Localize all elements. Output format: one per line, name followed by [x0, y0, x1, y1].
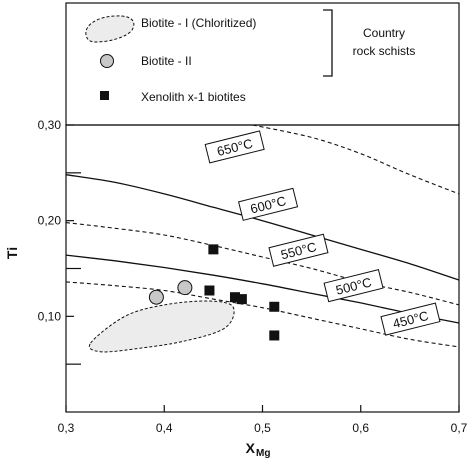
isotherms — [65, 124, 460, 348]
legend: Biotite - I (Chloritized) Biotite - II X… — [65, 2, 460, 126]
x-tick-label-3: 0,6 — [352, 421, 369, 435]
isotherm-label-650c: 650°C — [204, 130, 265, 164]
x-axis-title-subscript: Mg — [256, 448, 270, 459]
isotherm-label-500c: 500°C — [323, 269, 384, 303]
xenolith-point-3 — [236, 294, 247, 305]
x-tick-label-1: 0,4 — [156, 421, 173, 435]
biotite-I-field — [88, 300, 235, 353]
xenolith-point-1 — [204, 285, 215, 296]
x-tick-label-4: 0,7 — [451, 421, 468, 435]
legend-label-xenolith: Xenolith x-1 biotites — [141, 90, 246, 104]
isotherm-label-box-450c — [380, 302, 441, 336]
legend-label-biotite-II: Biotite - II — [141, 54, 192, 68]
isotherm-500c — [65, 254, 460, 324]
biotite-II-point-0 — [148, 289, 164, 305]
y-tick-label-1: 0,20 — [38, 214, 62, 228]
axis-ticks: 0,3 0,4 0,5 0,6 0,7 0,10 0,20 0,30 — [38, 118, 468, 435]
y-axis-title: Ti — [4, 247, 20, 259]
x-axis-title: X — [246, 440, 256, 456]
plot-area: 0,3 0,4 0,5 0,6 0,7 0,10 0,20 0,30 650°C 600°C 55… — [38, 118, 468, 435]
legend-biotite-II-marker — [100, 54, 114, 68]
isotherm-550c — [65, 222, 460, 306]
x-tick-label-0: 0,3 — [58, 421, 75, 435]
data-points — [148, 244, 280, 341]
legend-xenolith-marker — [100, 91, 109, 100]
legend-biotite-I-swatch — [85, 15, 135, 43]
isotherm-450c — [65, 281, 460, 348]
legend-bracket-label-line2: rock schists — [353, 44, 416, 58]
biotite-II-point-1 — [177, 280, 193, 296]
isotherm-label-box-500c — [323, 269, 384, 303]
x-tick-label-2: 0,5 — [254, 421, 271, 435]
biotite-I-field-group — [88, 300, 235, 353]
legend-bracket — [323, 9, 333, 77]
isotherm-label-box-600c — [237, 187, 299, 221]
xenolith-point-0 — [208, 244, 219, 255]
y-tick-label-0: 0,10 — [38, 309, 62, 323]
isotherm-label-600c: 600°C — [237, 187, 299, 221]
legend-label-biotite-I: Biotite - I (Chloritized) — [141, 16, 256, 30]
y-tick-label-2: 0,30 — [38, 118, 62, 132]
isotherm-label-box-650c — [204, 130, 265, 164]
xenolith-point-2 — [229, 292, 240, 303]
isotherm-label-box-550c — [268, 233, 329, 267]
plot-frame — [65, 124, 460, 413]
isotherm-600c — [65, 174, 460, 281]
isotherm-650c — [252, 124, 460, 195]
xenolith-point-4 — [269, 301, 280, 312]
legend-bracket-label-line1: Country — [363, 26, 405, 40]
isotherm-label-450c: 450°C — [380, 302, 441, 336]
xenolith-point-5 — [269, 330, 280, 341]
isotherm-label-550c: 550°C — [268, 233, 329, 267]
